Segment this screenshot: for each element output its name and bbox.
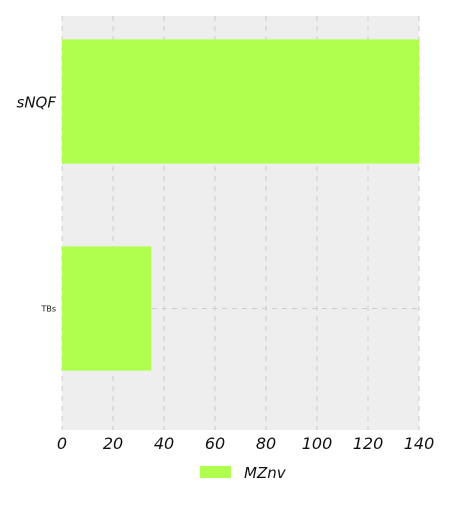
x-tick-label-4: 80 bbox=[256, 434, 276, 453]
bars bbox=[62, 39, 419, 371]
y-axis-category-labels: sNQF TBs bbox=[17, 94, 57, 314]
x-tick-label-0: 0 bbox=[57, 434, 67, 453]
legend-swatch-mznv bbox=[200, 466, 231, 478]
bar-snqf bbox=[62, 39, 419, 164]
y-category-label-tbs: TBs bbox=[40, 305, 56, 314]
legend: MZnv bbox=[200, 464, 287, 482]
x-tick-label-2: 40 bbox=[154, 434, 174, 453]
x-tick-label-6: 120 bbox=[353, 434, 384, 453]
x-tick-label-7: 140 bbox=[404, 434, 435, 453]
x-tick-label-1: 20 bbox=[103, 434, 123, 453]
bar-tbs bbox=[62, 246, 152, 371]
legend-label-mznv: MZnv bbox=[244, 464, 287, 482]
x-tick-label-5: 100 bbox=[302, 434, 333, 453]
x-axis-tick-labels: 0 20 40 60 80 100 120 140 bbox=[57, 434, 434, 453]
y-category-label-snqf: sNQF bbox=[17, 94, 57, 112]
x-tick-label-3: 60 bbox=[205, 434, 225, 453]
